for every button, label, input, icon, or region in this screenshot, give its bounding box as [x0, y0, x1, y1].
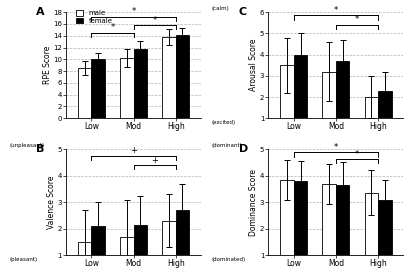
Bar [378, 199, 392, 274]
Y-axis label: Valence Score: Valence Score [47, 175, 56, 229]
Bar [378, 91, 392, 139]
Bar [280, 180, 294, 274]
Bar [336, 61, 349, 139]
Bar [162, 37, 176, 118]
Text: +: + [151, 156, 158, 165]
Bar [120, 237, 134, 274]
Bar [322, 184, 336, 274]
Bar [162, 221, 176, 274]
Bar [134, 225, 147, 274]
Text: +: + [130, 146, 137, 155]
Text: *: * [110, 23, 115, 32]
Text: D: D [239, 144, 248, 154]
Legend: male, female: male, female [76, 10, 113, 24]
Bar [322, 72, 336, 139]
Bar [336, 185, 349, 274]
Bar [78, 242, 91, 274]
Text: C: C [239, 7, 247, 17]
Bar [91, 226, 105, 274]
Y-axis label: Arousal Score: Arousal Score [249, 39, 258, 92]
Bar [176, 35, 189, 118]
Text: (unpleasant): (unpleasant) [9, 143, 45, 148]
Text: (excited): (excited) [212, 120, 236, 125]
Text: *: * [153, 16, 157, 25]
Bar [280, 65, 294, 139]
Text: A: A [36, 7, 45, 17]
Bar [365, 193, 378, 274]
Text: *: * [131, 7, 136, 16]
Text: (dominant): (dominant) [212, 143, 243, 148]
Bar [134, 49, 147, 118]
Y-axis label: RPE Score: RPE Score [43, 46, 52, 84]
Bar [365, 97, 378, 139]
Text: (calm): (calm) [212, 6, 229, 11]
Bar [176, 210, 189, 274]
Text: B: B [36, 144, 45, 154]
Text: *: * [355, 15, 359, 24]
Bar [120, 58, 134, 118]
Bar [294, 55, 307, 139]
Y-axis label: Dominance Score: Dominance Score [249, 169, 258, 236]
Text: (dominated): (dominated) [212, 257, 246, 262]
Bar [294, 181, 307, 274]
Text: *: * [334, 6, 338, 15]
Bar [91, 59, 105, 118]
Text: (pleasant): (pleasant) [9, 257, 38, 262]
Bar [78, 68, 91, 118]
Text: *: * [334, 143, 338, 152]
Text: *: * [355, 150, 359, 159]
